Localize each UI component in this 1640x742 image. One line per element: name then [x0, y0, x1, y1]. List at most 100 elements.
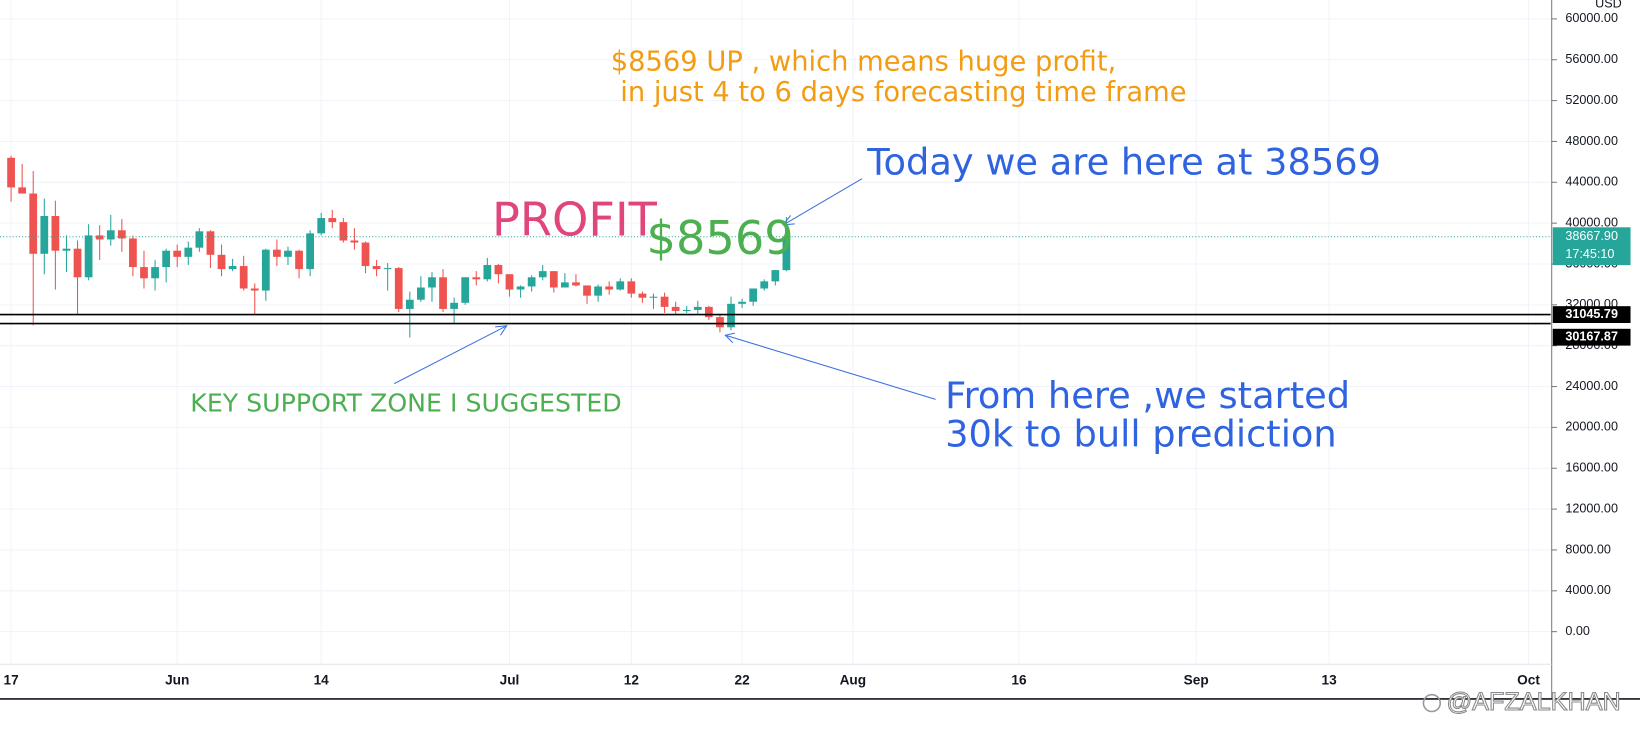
- x-tick-label: 17: [3, 673, 18, 688]
- candle-body: [228, 266, 237, 270]
- x-tick-label: 14: [314, 673, 330, 688]
- countdown-label: 17:45:10: [1565, 247, 1614, 261]
- y-tick-label: 44000.00: [1565, 175, 1618, 189]
- price-label-box: [1552, 328, 1631, 346]
- candle-body: [594, 286, 602, 296]
- candle-body: [461, 277, 470, 303]
- candle-body: [516, 286, 525, 290]
- x-tick-label: 12: [624, 673, 640, 688]
- arrow-head: [782, 215, 795, 226]
- candle-body: [682, 309, 691, 312]
- candle-body: [206, 231, 215, 255]
- candle-body: [18, 187, 27, 194]
- annotation: From here ,we started: [945, 374, 1350, 417]
- candle-body: [295, 250, 303, 270]
- x-tick-label: Oct: [1517, 673, 1540, 688]
- candle-body: [428, 277, 436, 288]
- plot: [0, 155, 1551, 338]
- annotation: $8569: [647, 211, 794, 265]
- x-tick-label: Jun: [165, 673, 189, 688]
- annotation: Today we are here at 38569: [866, 140, 1381, 183]
- watermark-icon: [1422, 693, 1442, 713]
- candle-body: [350, 240, 359, 243]
- y-tick-label: 16000.00: [1565, 461, 1618, 475]
- candle-body: [339, 222, 348, 241]
- candle-body: [704, 306, 713, 318]
- annotation: $8569 UP , which means huge profit,: [611, 47, 1116, 78]
- x-tick-label: Aug: [840, 673, 867, 688]
- candle-body: [638, 293, 647, 298]
- y-tick-label: 24000.00: [1565, 379, 1618, 393]
- y-tick-label: 12000.00: [1565, 501, 1618, 515]
- candle-body: [117, 230, 126, 239]
- price-label: 38667.90: [1565, 229, 1618, 243]
- candle-body: [239, 266, 248, 289]
- y-tick-label: 8000.00: [1565, 542, 1611, 556]
- candle-body: [771, 270, 780, 282]
- arrow: [393, 325, 507, 385]
- candle-body: [527, 277, 536, 287]
- y-tick-label: 40000.00: [1565, 215, 1618, 229]
- candle-body: [51, 215, 60, 251]
- candle-body: [195, 231, 204, 248]
- candle-body: [439, 277, 447, 309]
- y-tick-label: 60000.00: [1565, 11, 1618, 25]
- y-tick-label: 48000.00: [1565, 134, 1618, 148]
- candle-body: [560, 282, 569, 288]
- x-tick-label: Sep: [1184, 673, 1209, 688]
- y-tick-label: 0.00: [1565, 624, 1590, 638]
- candle-body: [40, 215, 49, 254]
- candle-body: [505, 274, 514, 290]
- candle-body: [627, 281, 636, 294]
- candle-body: [749, 288, 758, 302]
- candle-body: [583, 285, 591, 296]
- candle-body: [616, 281, 625, 290]
- y-tick-label: 56000.00: [1565, 52, 1618, 66]
- candle-body: [483, 265, 492, 280]
- y-tick-label: 4000.00: [1565, 583, 1611, 597]
- x-tick-label: 22: [734, 673, 750, 688]
- candle-body: [671, 306, 680, 311]
- candle-body: [284, 250, 292, 257]
- candle-body: [649, 296, 658, 298]
- y-tick-label: 20000.00: [1565, 420, 1618, 434]
- grid: [0, 0, 1551, 665]
- candle-body: [95, 235, 104, 240]
- price-label-box: [1552, 227, 1631, 266]
- candle-body: [727, 303, 735, 328]
- x-tick-label: 13: [1322, 673, 1338, 688]
- candle-body: [328, 218, 337, 223]
- candle-body: [494, 265, 503, 275]
- arrow: [725, 334, 936, 400]
- candle-body: [62, 248, 71, 251]
- axes: 0.00 4000.00 8000.00 12000.00 16000.00 20000.…: [3, 11, 1631, 688]
- annotation: 30k to bull prediction: [945, 413, 1337, 456]
- x-tick-label: Jul: [500, 673, 520, 688]
- candle-body: [173, 250, 182, 257]
- candle-body: [84, 235, 93, 278]
- candle-body: [29, 193, 38, 254]
- annotation: PROFIT: [492, 192, 658, 246]
- candle-body: [250, 288, 259, 291]
- x-tick-label: 16: [1011, 673, 1027, 688]
- candle-body: [372, 266, 381, 270]
- unit-label: USD: [1595, 0, 1622, 11]
- candle-body: [306, 233, 315, 270]
- candle-body: [184, 247, 193, 257]
- candle-body: [151, 267, 159, 279]
- arrow-head: [495, 325, 508, 336]
- candle-body: [549, 271, 558, 288]
- arrows: [393, 178, 936, 400]
- watermark: @AFZALKHAN: [1447, 688, 1621, 716]
- candle-body: [760, 281, 769, 289]
- candle-body: [417, 287, 425, 300]
- candle-body: [273, 249, 281, 257]
- candle-body: [217, 254, 226, 270]
- candle-body: [7, 157, 15, 188]
- candle-body: [129, 238, 137, 268]
- candle-body: [405, 299, 414, 309]
- candle-body: [361, 242, 370, 267]
- candle-body: [394, 268, 403, 309]
- candle-body: [450, 302, 458, 309]
